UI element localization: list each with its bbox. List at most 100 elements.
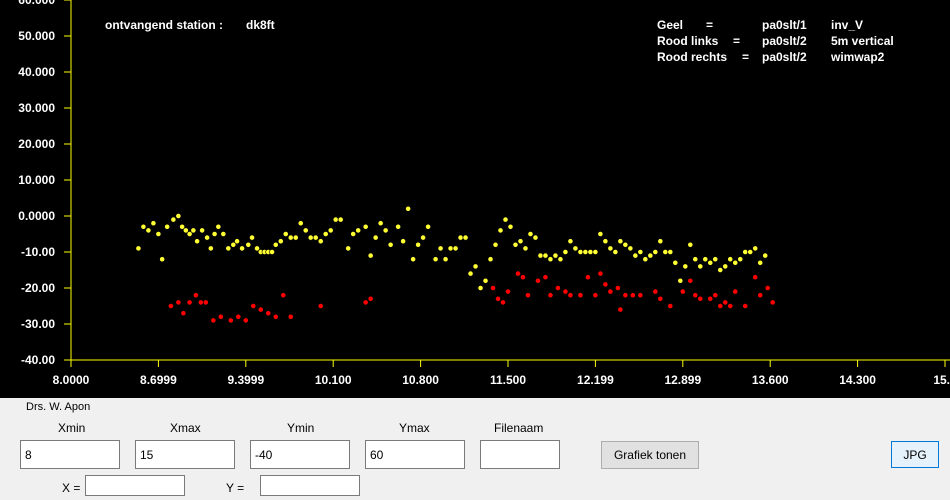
data-point-red [242,317,249,324]
data-point-red [769,299,776,306]
data-point-red [764,285,771,291]
y-tick-label: 10.000 [18,173,55,187]
data-point-yellow [637,249,644,255]
data-point-red [186,299,193,306]
data-point-red [490,285,496,291]
data-point-yellow [697,263,704,270]
data-point-yellow [457,234,464,241]
data-point-red [592,292,599,299]
data-point-yellow [622,241,629,248]
data-point-yellow [175,213,182,219]
y-tick-label: 0.0000 [18,209,55,223]
data-point-yellow [207,245,214,252]
data-point-yellow [532,234,539,241]
y-coord-input[interactable] [260,475,360,496]
x-tick-label: 14.300 [839,373,876,387]
legend-antenna: wimwap2 [830,50,885,64]
legend-equals: = [733,34,740,48]
data-point-yellow [752,245,759,252]
data-point-yellow [607,245,614,252]
data-point-red [317,303,324,309]
data-point-yellow [502,216,509,223]
x-tick-label: 10.100 [315,373,352,387]
data-point-yellow [350,231,357,237]
data-point-red [727,303,734,309]
data-point-red [535,277,541,284]
data-point-yellow [507,223,514,230]
data-point-yellow [159,256,166,263]
data-point-red [210,317,217,324]
data-point-yellow [292,234,299,241]
data-point-yellow [707,259,714,266]
filename-input[interactable] [480,440,560,469]
data-point-red [525,292,531,299]
data-point-yellow [150,220,157,227]
data-point-yellow [727,256,734,263]
data-point-red [614,285,621,291]
data-point-yellow [135,245,142,252]
data-point-yellow [215,223,222,230]
xmax-input[interactable] [135,440,235,469]
data-point-yellow [657,238,664,245]
data-point-yellow [287,234,294,241]
data-point-red [607,288,614,295]
data-point-yellow [317,238,324,245]
ymax-label: Ymax [399,421,430,435]
ymin-label: Ymin [287,421,315,435]
data-point-yellow [682,263,689,270]
data-point-yellow [302,227,309,234]
data-point-yellow [512,241,519,248]
legend-color-name: Rood rechts [657,50,727,64]
data-point-yellow [182,227,189,234]
author-label: Drs. W. Apon [26,401,91,413]
data-point-red [577,292,584,299]
data-point-yellow [742,249,749,255]
x-tick-label: 13.600 [752,373,789,387]
data-point-yellow [712,256,719,263]
data-point-yellow [355,227,362,234]
data-point-yellow [542,252,549,259]
data-point-red [757,292,764,299]
data-point-yellow [527,231,534,237]
legend-station: pa0slt/2 [762,34,807,48]
chart-area[interactable]: 60.000 50.000 40.000 30.000 20.000 10.000 0.00… [0,0,950,398]
xmin-input[interactable] [20,440,120,469]
data-point-yellow [662,249,669,255]
data-point-red [692,292,699,299]
data-point-yellow [234,238,240,245]
data-point-yellow [672,259,679,266]
data-point-yellow [249,234,255,241]
data-point-yellow [164,223,171,230]
x-coord-input[interactable] [85,475,185,496]
data-point-red [652,288,659,295]
data-point-red [602,281,609,288]
data-point-yellow [307,234,314,241]
data-point-yellow [477,285,484,291]
data-point-yellow [692,256,699,263]
data-point-yellow [254,245,260,252]
data-point-red [287,313,294,320]
data-point-yellow [747,249,754,255]
data-point-yellow [632,252,639,259]
y-tick-label: 60.000 [18,0,55,7]
data-point-red [712,292,719,299]
y-tick-label: -30.00 [21,317,55,331]
data-point-red [742,303,749,309]
legend-color-name: Rood links [657,34,719,48]
jpg-button[interactable]: JPG [891,441,939,468]
data-point-yellow [425,223,431,230]
x-tick-label: 12.899 [664,373,701,387]
data-point-red [562,288,569,295]
data-point-red [515,270,521,277]
data-point-yellow [547,256,554,263]
ymax-input[interactable] [365,440,465,469]
data-point-yellow [387,241,394,248]
show-chart-button[interactable]: Grafiek tonen [601,441,699,469]
data-point-yellow [442,256,449,263]
legend-antenna: 5m vertical [831,34,894,48]
data-point-red [280,292,287,299]
data-point-red [555,285,561,291]
y-tick-label: 30.000 [18,101,55,115]
data-point-yellow [722,263,729,270]
ymin-input[interactable] [250,440,350,469]
